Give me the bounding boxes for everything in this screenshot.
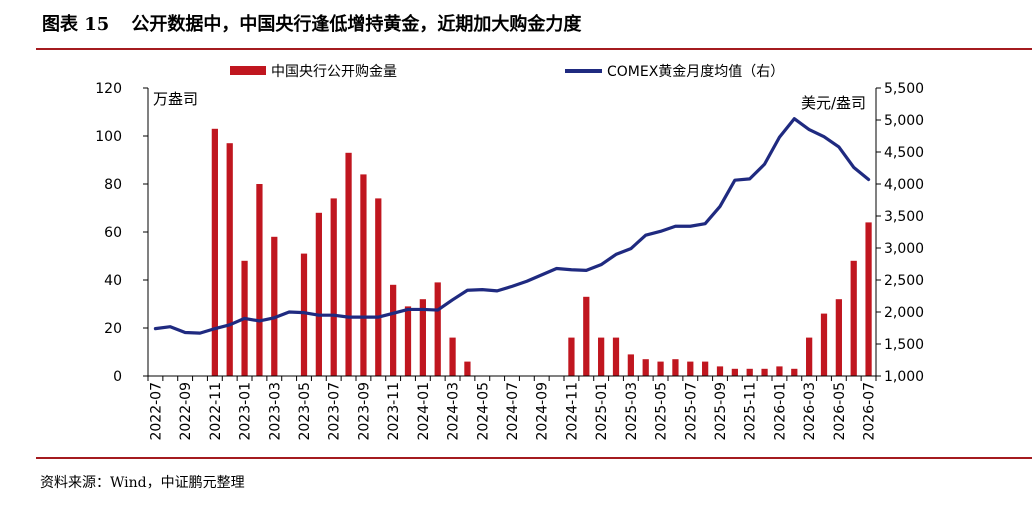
line-layer <box>153 117 871 335</box>
bar-2025-07 <box>687 361 694 376</box>
left-tick-label: 60 <box>104 225 122 241</box>
bars-layer <box>211 128 872 376</box>
x-tick-label: 2022-09 <box>178 382 194 441</box>
bar-2023-08 <box>345 152 352 376</box>
bar-2026-01 <box>776 366 783 376</box>
right-tick-label: 3,500 <box>884 209 924 225</box>
x-tick-label: 2025-05 <box>654 382 670 441</box>
bar-2026-04 <box>820 313 828 376</box>
bar-2026-06 <box>850 260 857 376</box>
right-tick-label: 4,000 <box>884 177 924 193</box>
x-tick-label: 2023-07 <box>327 382 343 441</box>
top-rule <box>36 48 1032 50</box>
x-tick-label: 2025-01 <box>594 382 610 441</box>
right-tick-label: 1,000 <box>884 369 924 385</box>
right-tick-label: 2,000 <box>884 305 924 321</box>
figure-number: 图表 15 <box>42 14 110 35</box>
bar-2024-12 <box>583 296 590 376</box>
bar-2023-10 <box>375 198 382 376</box>
x-tick-label: 2022-07 <box>148 382 164 441</box>
bar-2024-04 <box>464 361 471 376</box>
x-tick-label: 2026-03 <box>802 382 818 441</box>
legend-line-label: COMEX黄金月度均值（右） <box>607 63 784 80</box>
left-tick-label: 120 <box>95 81 122 97</box>
bar-2023-11 <box>390 284 397 376</box>
right-axis-unit: 美元/盎司 <box>801 94 866 112</box>
x-tick-label: 2023-05 <box>297 382 313 441</box>
legend-bar-swatch <box>230 66 266 75</box>
bar-2023-05 <box>300 253 308 376</box>
x-tick-label: 2026-05 <box>832 382 848 441</box>
bar-2025-02 <box>612 337 620 376</box>
x-tick-label: 2023-03 <box>267 382 283 441</box>
bar-2025-05 <box>657 361 664 376</box>
chart: 0 20 40 60 80 100 120 1,000 1,500 2,000 2,500 3,000… <box>95 63 924 441</box>
bar-2025-03 <box>627 354 634 376</box>
bar-2022-11 <box>211 128 218 376</box>
comex-gold-line <box>153 117 871 335</box>
legend-bar-label: 中国央行公开购金量 <box>271 64 397 80</box>
x-tick-label: 2025-09 <box>713 382 729 441</box>
bottom-rule <box>36 457 1032 459</box>
bar-2025-01 <box>598 337 605 376</box>
bar-2024-01 <box>419 299 426 376</box>
right-tick-label: 1,500 <box>884 337 924 353</box>
left-tick-label: 40 <box>104 273 122 289</box>
x-tick-label: 2025-11 <box>743 382 759 441</box>
bar-2023-02 <box>256 184 263 376</box>
x-tick-label: 2026-07 <box>862 382 878 441</box>
legend: 中国央行公开购金量 COMEX黄金月度均值（右） <box>230 63 784 80</box>
bar-2024-02 <box>434 282 441 376</box>
right-tick-label: 2,500 <box>884 273 924 289</box>
bar-2026-05 <box>835 299 842 376</box>
figure-title-text: 公开数据中，中国央行逢低增持黄金，近期加大购金力度 <box>131 14 582 35</box>
x-tick-label: 2025-03 <box>624 382 640 441</box>
bar-2025-12 <box>761 368 768 376</box>
bar-2026-02 <box>791 368 798 376</box>
bar-2024-11 <box>568 337 575 376</box>
bar-2022-12 <box>226 143 233 376</box>
x-tick-label: 2026-01 <box>772 382 788 441</box>
bar-2023-07 <box>330 198 337 376</box>
bar-2025-06 <box>672 359 679 376</box>
bar-2023-12 <box>404 306 412 376</box>
x-tick-label: 2024-09 <box>535 382 551 441</box>
bar-2025-11 <box>746 368 753 376</box>
right-tick-label: 5,500 <box>884 81 924 97</box>
bar-2024-03 <box>449 337 456 376</box>
left-tick-label: 0 <box>113 369 122 385</box>
x-tick-label: 2023-01 <box>238 382 254 441</box>
right-tick-label: 5,000 <box>884 113 924 129</box>
right-tick-label: 4,500 <box>884 145 924 161</box>
bar-2025-08 <box>702 361 709 376</box>
left-axis-unit: 万盎司 <box>153 90 198 108</box>
x-tick-label: 2024-01 <box>416 382 432 441</box>
x-tick-label: 2022-11 <box>208 382 224 441</box>
bar-2023-09 <box>360 174 367 376</box>
right-tick-label: 3,000 <box>884 241 924 257</box>
bar-2023-06 <box>315 212 322 376</box>
x-tick-label: 2025-07 <box>683 382 699 441</box>
left-tick-label: 100 <box>95 129 122 145</box>
source-note: 资料来源：Wind，中证鹏元整理 <box>40 475 245 491</box>
x-tick-label: 2024-03 <box>446 382 462 441</box>
x-tick-label: 2023-09 <box>356 382 372 441</box>
bar-2025-10 <box>731 368 738 376</box>
ticks-layer: 0 20 40 60 80 100 120 1,000 1,500 2,000 2,500 3,000… <box>95 81 924 441</box>
bar-2026-07 <box>865 222 872 376</box>
bar-2025-04 <box>642 359 649 376</box>
left-tick-label: 20 <box>104 321 122 337</box>
figure-title: 图表 15 公开数据中，中国央行逢低增持黄金，近期加大购金力度 <box>42 10 581 36</box>
x-tick-label: 2024-05 <box>475 382 491 441</box>
left-tick-label: 80 <box>104 177 122 193</box>
x-tick-label: 2023-11 <box>386 382 402 441</box>
x-tick-label: 2024-11 <box>564 382 580 441</box>
bar-2026-03 <box>806 337 813 376</box>
bar-2023-03 <box>271 236 278 376</box>
bar-2025-09 <box>716 366 724 376</box>
x-tick-label: 2024-07 <box>505 382 521 441</box>
